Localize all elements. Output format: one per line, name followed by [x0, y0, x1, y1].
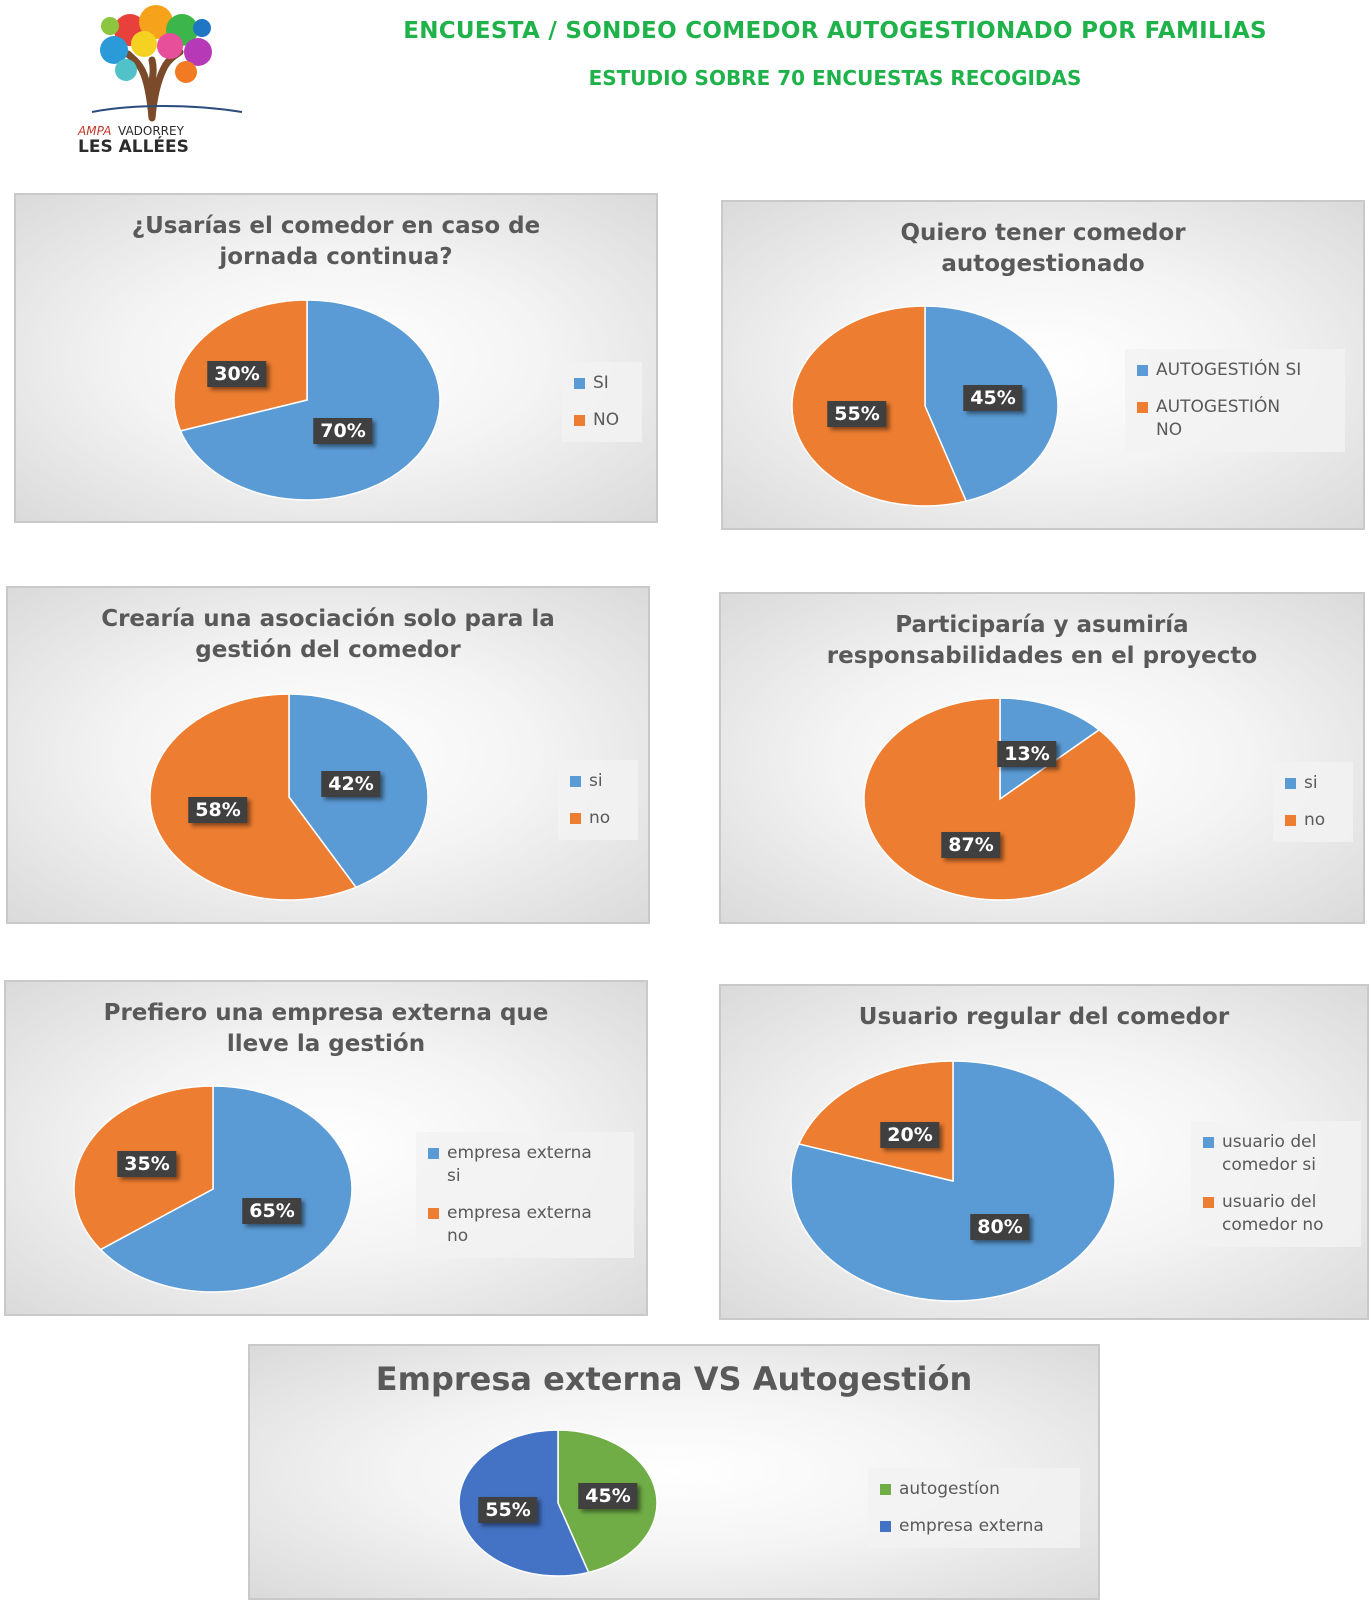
legend-swatch — [880, 1484, 891, 1495]
legend-item: SI — [574, 372, 632, 395]
pie-slice-usuario-del-comedor-no — [797, 1060, 954, 1182]
legend-label: usuario del comedor no — [1222, 1192, 1324, 1235]
legend-label: no — [1304, 810, 1326, 830]
chart-panel-1: ¿Usarías el comedor en caso de jornada c… — [14, 193, 658, 523]
chart-title: ¿Usarías el comedor en caso de jornada c… — [131, 213, 541, 270]
chart-legend: si no — [1273, 762, 1353, 842]
data-label: 58% — [188, 797, 248, 823]
legend-label: usuario del comedor si — [1222, 1132, 1317, 1175]
legend-swatch — [1203, 1197, 1214, 1208]
legend-label: empresa externa — [899, 1516, 1044, 1536]
ampa-logo: AMPA VADORREY LES ALLÉES — [77, 5, 243, 157]
chart-title: Crearía una asociación solo para la gest… — [101, 606, 555, 663]
legend-swatch — [1285, 815, 1296, 826]
legend-item: NO — [574, 409, 632, 432]
chart-legend: si no — [558, 760, 638, 840]
chart-title: Usuario regular del comedor — [858, 1004, 1230, 1030]
legend-swatch — [1285, 778, 1296, 789]
chart-panel-4: Participaría y asumiría responsabilidade… — [719, 592, 1365, 924]
legend-swatch — [1137, 402, 1148, 413]
logo-tree-icon — [91, 5, 243, 122]
chart-panel-5: Prefiero una empresa externa que lleve l… — [4, 980, 648, 1316]
pie-chart — [149, 693, 429, 901]
chart-legend: usuario del comedor si usuario del comedo… — [1191, 1121, 1361, 1247]
chart-legend: empresa externa si empresa externa no — [416, 1132, 634, 1258]
chart-title: Prefiero una empresa externa que lleve l… — [103, 1000, 549, 1057]
chart-panel-6: Usuario regular del comedor 80% 20% usuario… — [719, 984, 1369, 1320]
legend-label: si — [1304, 773, 1318, 793]
data-label: 87% — [941, 832, 1001, 858]
legend-label: no — [589, 808, 611, 828]
legend-swatch — [570, 813, 581, 824]
legend-item: usuario del comedor no — [1203, 1191, 1351, 1237]
data-label: 70% — [313, 418, 373, 444]
data-label: 35% — [117, 1151, 177, 1177]
pie-chart — [458, 1429, 658, 1577]
pie-chart — [173, 299, 441, 501]
page-title: ENCUESTA / SONDEO COMEDOR AUTOGESTIONADO… — [403, 18, 1267, 44]
data-label: 65% — [242, 1198, 302, 1224]
data-label: 55% — [478, 1497, 538, 1523]
chart-legend: SI NO — [562, 362, 642, 442]
legend-item: si — [1285, 772, 1343, 795]
chart-title: Quiero tener comedor autogestionado — [900, 220, 1186, 277]
chart-title: Participaría y asumiría responsabilidade… — [826, 612, 1258, 669]
legend-swatch — [1203, 1137, 1214, 1148]
legend-swatch — [880, 1521, 891, 1532]
legend-label: empresa externa si — [447, 1143, 592, 1186]
data-label: 42% — [321, 771, 381, 797]
svg-text:AMPA: AMPA — [77, 124, 111, 138]
chart-panel-2: Quiero tener comedor autogestionado 45% 55… — [721, 200, 1365, 530]
chart-title: Empresa externa VS Autogestión — [375, 1360, 973, 1398]
data-label: 55% — [827, 401, 887, 427]
legend-item: empresa externa si — [428, 1142, 624, 1188]
legend-item: autogestíon — [880, 1478, 1070, 1501]
svg-text:LES ALLÉES: LES ALLÉES — [78, 135, 189, 157]
legend-item: empresa externa — [880, 1515, 1070, 1538]
legend-label: AUTOGESTIÓN SI — [1156, 360, 1302, 380]
data-label: 20% — [880, 1122, 940, 1148]
svg-text:VADORREY: VADORREY — [118, 124, 185, 138]
legend-item: usuario del comedor si — [1203, 1131, 1351, 1177]
chart-panel-3: Crearía una asociación solo para la gest… — [6, 586, 650, 924]
legend-label: SI — [593, 373, 609, 393]
data-label: 13% — [997, 741, 1057, 767]
pie-slice-no — [863, 697, 1137, 901]
legend-swatch — [428, 1208, 439, 1219]
data-label: 80% — [970, 1214, 1030, 1240]
legend-label: si — [589, 771, 603, 791]
pie-slice-si — [179, 299, 441, 501]
chart-legend: AUTOGESTIÓN SI AUTOGESTIÓN NO — [1125, 349, 1345, 452]
legend-swatch — [574, 415, 585, 426]
legend-swatch — [428, 1148, 439, 1159]
legend-item: no — [1285, 809, 1343, 832]
legend-item: AUTOGESTIÓN SI — [1137, 359, 1335, 382]
legend-swatch — [574, 378, 585, 389]
data-label: 45% — [578, 1483, 638, 1509]
legend-label: AUTOGESTIÓN NO — [1156, 397, 1281, 440]
legend-swatch — [1137, 365, 1148, 376]
legend-label: NO — [593, 410, 620, 430]
chart-legend: autogestíon empresa externa — [868, 1468, 1080, 1548]
legend-item: empresa externa no — [428, 1202, 624, 1248]
pie-slice-no — [149, 693, 358, 901]
pie-slice-empresa-externa-si — [99, 1085, 353, 1293]
legend-item: AUTOGESTIÓN NO — [1137, 396, 1335, 442]
data-label: 45% — [963, 385, 1023, 411]
page-subtitle: ESTUDIO SOBRE 70 ENCUESTAS RECOGIDAS — [588, 66, 1082, 90]
legend-item: si — [570, 770, 628, 793]
legend-item: no — [570, 807, 628, 830]
legend-label: autogestíon — [899, 1479, 1000, 1499]
chart-panel-7: Empresa externa VS Autogestión 45% 55% auto… — [248, 1344, 1100, 1600]
data-label: 30% — [207, 361, 267, 387]
legend-swatch — [570, 776, 581, 787]
legend-label: empresa externa no — [447, 1203, 592, 1246]
pie-chart — [790, 1060, 1116, 1302]
